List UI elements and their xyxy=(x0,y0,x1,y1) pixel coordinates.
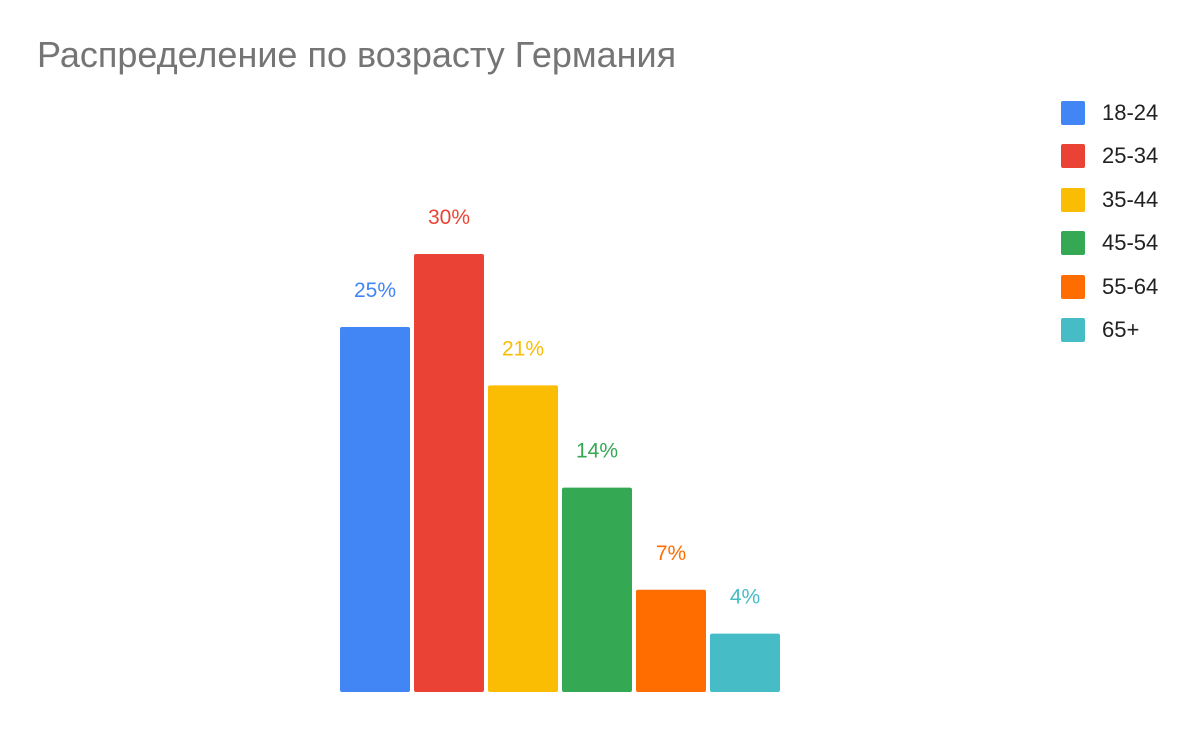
legend-label: 25-34 xyxy=(1102,143,1159,169)
data-label-35-44: 21% xyxy=(502,337,544,360)
data-label-25-34: 30% xyxy=(428,206,470,229)
legend-swatch xyxy=(1061,100,1085,125)
legend-swatch xyxy=(1061,231,1085,256)
data-label-18-24: 25% xyxy=(354,279,396,302)
legend-label: 55-64 xyxy=(1102,273,1159,299)
legend-item-35-44: 35-44 xyxy=(1061,185,1158,214)
data-label-65+: 4% xyxy=(730,586,760,609)
bar-18-24 xyxy=(340,327,410,692)
legend-label: 45-54 xyxy=(1102,230,1159,256)
legend-swatch xyxy=(1061,187,1085,212)
legend-item-45-54: 45-54 xyxy=(1061,229,1158,258)
legend-label: 35-44 xyxy=(1102,186,1159,212)
legend-swatch xyxy=(1061,274,1085,299)
legend: 18-24 25-34 35-44 45-54 55-64 65+ xyxy=(1061,98,1158,360)
legend-swatch xyxy=(1061,318,1085,343)
legend-item-55-64: 55-64 xyxy=(1061,272,1158,301)
data-label-55-64: 7% xyxy=(656,542,686,565)
legend-item-18-24: 18-24 xyxy=(1061,98,1158,127)
legend-item-25-34: 25-34 xyxy=(1061,142,1158,171)
bar-35-44 xyxy=(488,385,558,692)
bar-25-34 xyxy=(414,254,484,692)
legend-label: 18-24 xyxy=(1102,99,1159,125)
chart-title: Распределение по возрасту Германия xyxy=(37,34,677,75)
legend-item-65+: 65+ xyxy=(1061,316,1158,345)
legend-swatch xyxy=(1061,144,1085,169)
bar-45-54 xyxy=(562,487,632,692)
legend-label: 65+ xyxy=(1102,317,1140,343)
data-label-45-54: 14% xyxy=(576,440,618,463)
bar-65+ xyxy=(710,633,780,692)
bar-55-64 xyxy=(636,589,706,692)
